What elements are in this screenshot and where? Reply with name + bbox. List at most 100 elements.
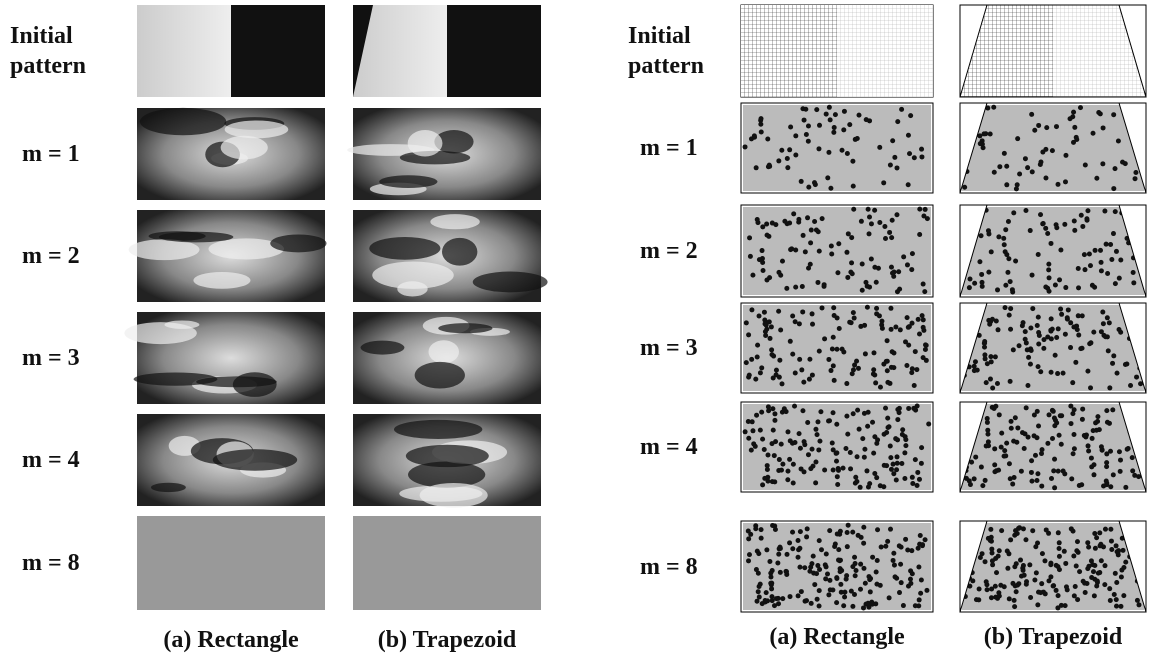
- particle: [810, 373, 815, 378]
- particle: [785, 552, 790, 557]
- particle: [1108, 527, 1113, 532]
- particle: [923, 537, 928, 542]
- particle: [1024, 582, 1029, 587]
- particle: [806, 452, 811, 457]
- particle: [811, 554, 816, 559]
- particle: [766, 408, 771, 413]
- particle: [885, 380, 890, 385]
- photo-streak: [151, 483, 186, 492]
- particle: [853, 573, 858, 578]
- particle: [776, 309, 781, 314]
- particle: [1010, 581, 1015, 586]
- particle: [1093, 248, 1098, 253]
- particle: [1014, 561, 1019, 566]
- particle: [902, 450, 907, 455]
- particle: [1050, 408, 1055, 413]
- particle: [823, 562, 828, 567]
- particle: [1100, 161, 1105, 166]
- particle: [1090, 283, 1095, 288]
- particle: [1098, 248, 1103, 253]
- particle: [1115, 550, 1120, 555]
- particle: [908, 577, 913, 582]
- particle: [1057, 433, 1062, 438]
- image-cell: [741, 402, 933, 492]
- particle: [1117, 449, 1122, 454]
- particle: [867, 215, 872, 220]
- particle: [1131, 280, 1136, 285]
- particle: [1038, 162, 1043, 167]
- particle: [806, 124, 811, 129]
- particle: [1112, 592, 1117, 597]
- particle: [913, 408, 918, 413]
- particle: [910, 251, 915, 256]
- particle: [1008, 306, 1013, 311]
- particle: [900, 427, 905, 432]
- particle: [765, 452, 770, 457]
- particle: [996, 554, 1001, 559]
- particle: [978, 555, 983, 560]
- particle: [832, 378, 837, 383]
- particle: [834, 422, 839, 427]
- particle: [869, 256, 874, 261]
- particle: [1042, 558, 1047, 563]
- particle: [996, 468, 1001, 473]
- particle: [841, 603, 846, 608]
- particle: [1109, 547, 1114, 552]
- particle: [972, 281, 977, 286]
- particle: [1102, 582, 1107, 587]
- particle: [865, 305, 870, 310]
- particle: [1099, 444, 1104, 449]
- particle: [790, 530, 795, 535]
- particle: [917, 477, 922, 482]
- particle: [1089, 558, 1094, 563]
- particle: [972, 476, 977, 481]
- particle: [793, 319, 798, 324]
- sim-bg: [962, 105, 1144, 191]
- particle: [810, 322, 815, 327]
- particle: [881, 484, 886, 489]
- particle: [895, 417, 900, 422]
- particle: [874, 306, 879, 311]
- particle: [883, 544, 888, 549]
- particle: [840, 148, 845, 153]
- particle: [919, 154, 924, 159]
- particle: [1085, 208, 1090, 213]
- particle: [1007, 596, 1012, 601]
- particle: [760, 248, 765, 253]
- particle: [889, 327, 894, 332]
- particle: [917, 232, 922, 237]
- particle: [816, 447, 821, 452]
- particle: [758, 370, 763, 375]
- particle: [776, 158, 781, 163]
- particle: [1106, 348, 1111, 353]
- particle: [1107, 320, 1112, 325]
- particle: [862, 455, 867, 460]
- particle: [1084, 216, 1089, 221]
- particle: [1038, 590, 1043, 595]
- particle: [1089, 575, 1094, 580]
- particle: [1102, 563, 1107, 568]
- particle: [1085, 369, 1090, 374]
- particle: [909, 548, 914, 553]
- particle: [841, 466, 846, 471]
- photo-streak: [406, 445, 489, 467]
- particle: [1053, 353, 1058, 358]
- particle: [1025, 383, 1030, 388]
- particle: [862, 447, 867, 452]
- particle: [866, 484, 871, 489]
- particle: [759, 536, 764, 541]
- particle: [871, 350, 876, 355]
- particle: [778, 327, 783, 332]
- photo: [137, 516, 325, 610]
- particle: [816, 146, 821, 151]
- particle: [814, 107, 819, 112]
- particle: [906, 584, 911, 589]
- particle: [857, 427, 862, 432]
- particle: [1111, 231, 1116, 236]
- particle: [878, 583, 883, 588]
- particle: [1083, 434, 1088, 439]
- particle: [1110, 407, 1115, 412]
- particle: [835, 531, 840, 536]
- particle: [1021, 526, 1026, 531]
- particle: [1098, 542, 1103, 547]
